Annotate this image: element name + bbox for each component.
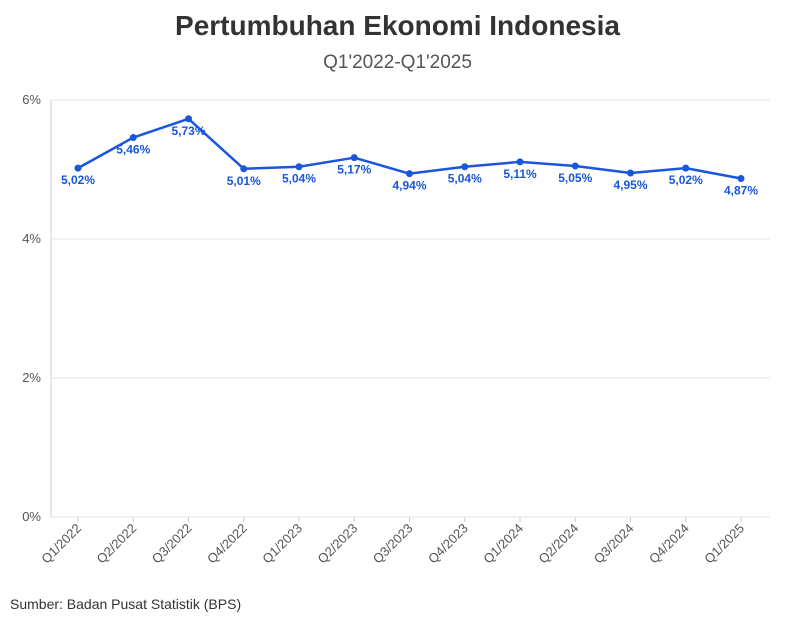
data-label: 5,46% bbox=[116, 143, 150, 157]
x-axis-ticks: Q1/2022 Q2/2022 Q3/2022 Q4/2022 Q1/2023 Q2/20… bbox=[38, 517, 747, 566]
x-tick-label: Q2/2022 bbox=[93, 521, 139, 567]
data-label: 5,01% bbox=[227, 174, 261, 188]
x-tick-label: Q2/2023 bbox=[314, 521, 360, 567]
source-note: Sumber: Badan Pusat Statistik (BPS) bbox=[10, 596, 242, 612]
data-labels-layer: 5,02% 5,46% 5,73% 5,01% 5,04% 5,17% 4,94% 5,04%… bbox=[61, 124, 758, 198]
data-point bbox=[350, 154, 358, 162]
x-tick-label: Q2/2024 bbox=[535, 521, 581, 567]
data-point bbox=[571, 162, 579, 170]
x-tick-label: Q1/2022 bbox=[38, 521, 84, 567]
data-points-layer bbox=[74, 115, 745, 183]
data-label: 5,04% bbox=[448, 172, 482, 186]
chart-title: Pertumbuhan Ekonomi Indonesia bbox=[175, 10, 620, 41]
x-tick-label: Q4/2023 bbox=[425, 521, 471, 567]
grid-layer bbox=[50, 99, 770, 518]
x-tick-label: Q4/2024 bbox=[646, 521, 692, 567]
data-point bbox=[627, 169, 634, 177]
data-point bbox=[74, 164, 82, 172]
data-label: 5,04% bbox=[282, 172, 316, 186]
data-point bbox=[737, 175, 745, 183]
x-tick-label: Q1/2023 bbox=[259, 521, 305, 567]
y-axis-ticks: 0% 2% 4% 6% bbox=[22, 92, 41, 524]
data-label: 4,94% bbox=[392, 179, 426, 193]
data-point bbox=[461, 163, 469, 171]
data-label: 5,05% bbox=[558, 171, 592, 185]
data-point bbox=[682, 164, 690, 172]
chart-subtitle: Q1'2022-Q1'2025 bbox=[323, 52, 472, 73]
y-tick-label: 2% bbox=[22, 370, 41, 385]
data-label: 5,02% bbox=[61, 173, 95, 187]
y-tick-label: 6% bbox=[22, 92, 41, 107]
x-tick-label: Q1/2025 bbox=[701, 521, 747, 567]
data-point bbox=[295, 163, 303, 171]
x-tick-label: Q3/2024 bbox=[591, 521, 637, 567]
x-tick-label: Q1/2024 bbox=[480, 521, 526, 567]
data-label: 5,11% bbox=[503, 167, 537, 181]
data-point bbox=[516, 158, 524, 166]
y-tick-label: 4% bbox=[22, 231, 41, 246]
data-label: 5,17% bbox=[337, 163, 371, 177]
data-label: 5,73% bbox=[171, 124, 205, 138]
data-point bbox=[406, 170, 413, 178]
data-point bbox=[240, 165, 248, 173]
data-label: 5,02% bbox=[669, 173, 703, 187]
data-point bbox=[129, 134, 137, 142]
data-label: 4,95% bbox=[613, 178, 647, 192]
data-label: 4,87% bbox=[724, 184, 758, 198]
x-tick-label: Q3/2022 bbox=[149, 521, 195, 567]
x-tick-label: Q4/2022 bbox=[204, 521, 250, 567]
y-tick-label: 0% bbox=[22, 509, 41, 524]
data-point bbox=[185, 115, 192, 123]
x-tick-label: Q3/2023 bbox=[370, 521, 416, 567]
